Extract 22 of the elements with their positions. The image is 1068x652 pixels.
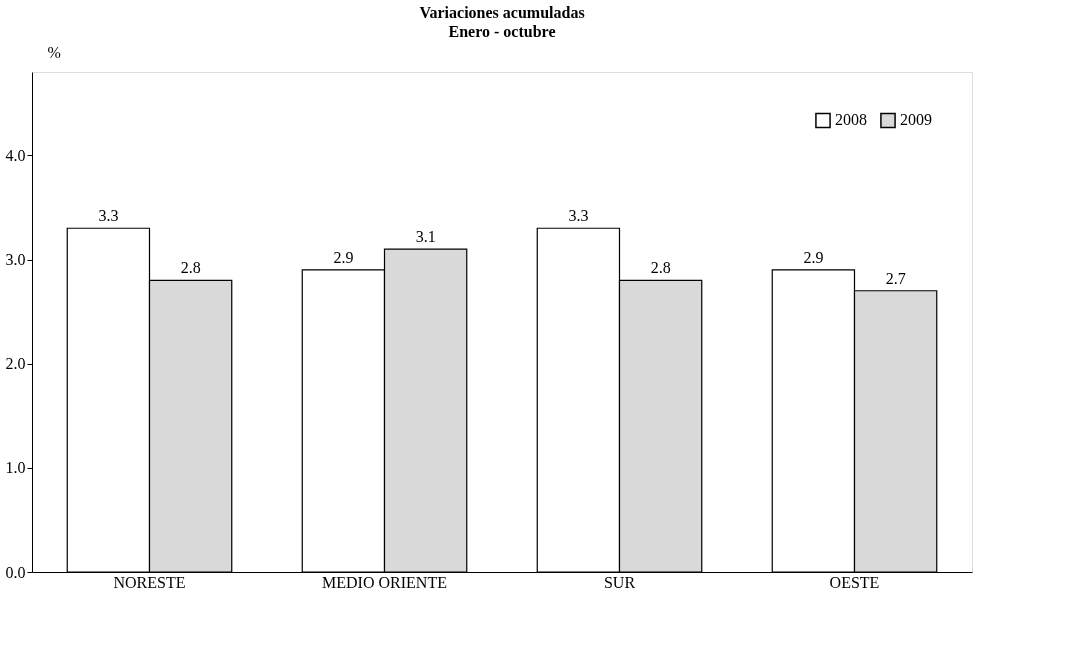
legend-label: 2008 <box>835 111 867 129</box>
y-tick-label: 2.0 <box>5 355 26 373</box>
data-label: 2.9 <box>333 248 354 266</box>
chart-subtitle: Enero - octubre <box>448 23 556 40</box>
legend-label: 2009 <box>900 111 932 129</box>
y-tick-label: 3.0 <box>5 251 26 268</box>
data-label: 3.3 <box>98 207 119 225</box>
x-tick-label: NORESTE <box>113 573 186 591</box>
y-tick-label: 0.0 <box>5 563 26 581</box>
x-tick-label: SUR <box>603 573 636 591</box>
data-label: 3.3 <box>568 207 589 225</box>
data-label: 2.8 <box>180 259 201 277</box>
data-label: 2.9 <box>803 248 824 266</box>
y-tick-label: 4.0 <box>5 146 26 164</box>
data-label: 2.7 <box>885 269 906 287</box>
x-tick-label: MEDIO ORIENTE <box>322 573 447 591</box>
data-label: 2.8 <box>650 259 671 277</box>
y-axis-title: % <box>47 43 61 61</box>
y-tick-label: 1.0 <box>5 459 26 477</box>
data-label: 3.1 <box>415 228 436 246</box>
x-tick-label: OESTE <box>829 573 880 591</box>
chart-title: Variaciones acumuladas <box>419 4 585 21</box>
